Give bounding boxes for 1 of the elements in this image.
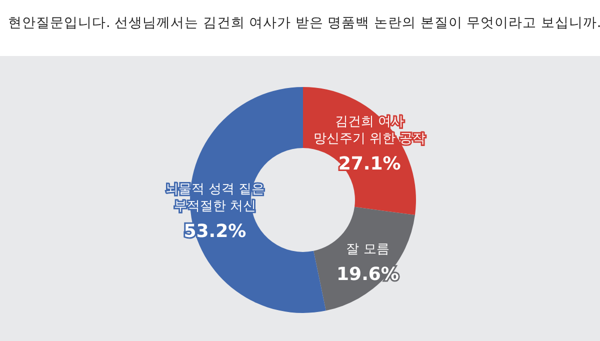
title: 현안질문입니다. 선생님께서는 김건희 여사가 받은 명품백 논란의 본질이 무엇이라고 보십니까. bbox=[8, 15, 600, 31]
